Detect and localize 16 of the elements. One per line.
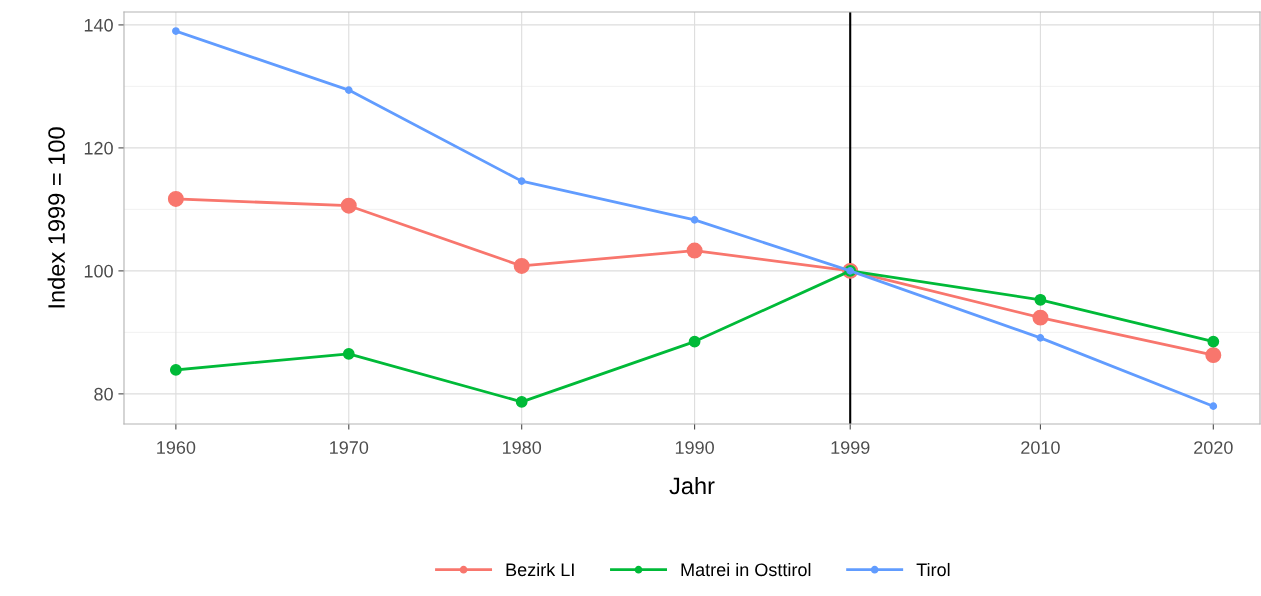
y-axis-title: Index 1999 = 100 <box>47 127 65 308</box>
y-tick-label: 140 <box>84 18 113 32</box>
x-tick-label: 1999 <box>831 441 870 454</box>
x-tick-label: 1960 <box>157 441 196 454</box>
x-tick-label: 1970 <box>330 441 369 454</box>
x-tick-label: 1990 <box>675 441 714 454</box>
x-tick-label: 2020 <box>1194 441 1233 454</box>
legend-label: Bezirk LI <box>506 562 574 577</box>
x-axis-title: Jahr <box>669 476 715 495</box>
y-tick-label: 120 <box>84 141 113 155</box>
x-tick-label: 2010 <box>1021 441 1060 454</box>
y-tick-label: 80 <box>94 387 113 401</box>
legend-label: Matrei in Osttirol <box>681 562 811 577</box>
y-tick-label: 100 <box>84 264 113 278</box>
x-tick-label: 1980 <box>502 441 542 454</box>
legend-label: Tirol <box>916 562 950 577</box>
